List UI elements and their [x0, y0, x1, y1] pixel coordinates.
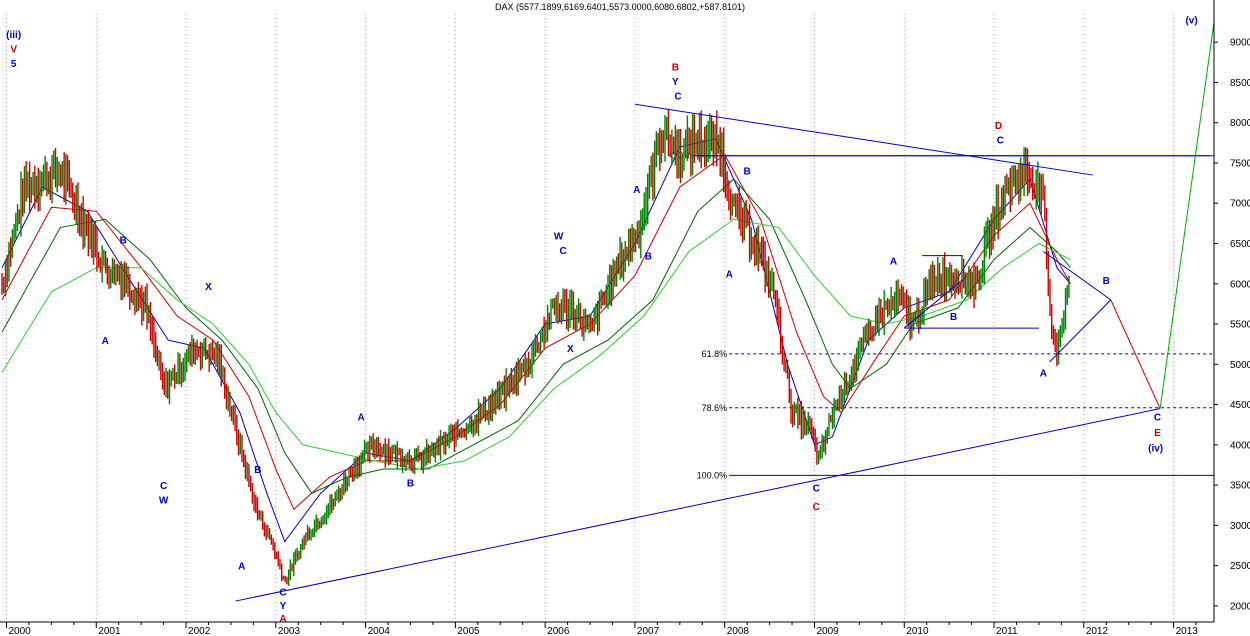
wave-label: E [1154, 428, 1161, 439]
wave-label: B [120, 236, 127, 247]
fib-level-label: 78.6% [702, 403, 728, 413]
x-tick-label: 2005 [457, 626, 480, 636]
wave-label: W [159, 496, 169, 507]
fib-level-label: 100.0% [697, 470, 728, 480]
trendline [1043, 251, 1112, 301]
x-tick-label: 2006 [547, 626, 570, 636]
wave-label: C [279, 587, 286, 598]
y-tick-label: 2500 [1230, 561, 1250, 572]
trendlines [235, 21, 1215, 602]
wave-label: A [102, 336, 109, 347]
wave-label: C [160, 481, 167, 492]
x-tick-label: 2010 [906, 626, 929, 636]
wave-label: Y [672, 77, 679, 88]
moving-average-line [1, 154, 1071, 511]
x-tick-label: 2007 [637, 626, 660, 636]
wave-labels: (iii)V5ABCWXABCYAABWCXABBYCABCCABDCABCE(… [6, 16, 1198, 625]
y-tick-label: 5000 [1230, 360, 1250, 371]
y-tick-label: 5500 [1230, 320, 1250, 331]
trendline [1159, 21, 1215, 409]
trendline [634, 103, 1093, 176]
wave-label: A [238, 562, 245, 573]
wave-label: 5 [11, 59, 17, 70]
y-tick-label: 8000 [1230, 118, 1250, 129]
wave-label: V [10, 45, 17, 56]
y-tick-label: 4000 [1230, 440, 1250, 451]
wave-label: B [1103, 276, 1110, 287]
y-tick-label: 3000 [1230, 521, 1250, 532]
price-bars [1, 108, 1070, 587]
wave-label: C [997, 136, 1004, 147]
wave-label: A [357, 413, 364, 424]
trendline [1110, 299, 1161, 409]
wave-label: A [1040, 368, 1047, 379]
wave-label: A [890, 256, 897, 267]
wave-label: X [567, 344, 574, 355]
y-tick-label: 7500 [1230, 158, 1250, 169]
trendline [1049, 299, 1112, 363]
trendline [903, 279, 963, 329]
wave-label: B [645, 252, 652, 263]
wave-label: B [407, 479, 414, 490]
x-tick-label: 2000 [8, 626, 31, 636]
y-tick-label: 4500 [1230, 400, 1250, 411]
chart-title: DAX (5577.1899,6169.6401,5573.0000,6080.… [495, 2, 745, 12]
y-tick-label: 8500 [1230, 78, 1250, 89]
grid [5, 14, 1175, 622]
wave-label: (iv) [1148, 443, 1163, 454]
wave-label: B [672, 62, 679, 73]
wave-label: A [279, 614, 286, 625]
wave-label: Y [280, 601, 287, 612]
wave-label: W [554, 231, 564, 242]
x-tick-label: 2011 [996, 626, 1018, 636]
wave-label: B [950, 312, 957, 323]
wave-label: C [559, 246, 566, 257]
wave-label: (iii) [6, 30, 21, 41]
x-tick-label: 2008 [727, 626, 750, 636]
y-tick-label: 3500 [1230, 481, 1250, 492]
trendline [235, 408, 1161, 602]
fib-level-label: 61.8% [702, 349, 728, 359]
x-tick-label: 2009 [816, 626, 839, 636]
wave-label: A [633, 185, 640, 196]
y-tick-label: 9000 [1230, 38, 1250, 49]
y-tick-label: 6500 [1230, 239, 1250, 250]
wave-label: B [254, 465, 261, 476]
x-tick-label: 2012 [1086, 626, 1109, 636]
x-tick-label: 2002 [188, 626, 211, 636]
wave-label: (v) [1185, 16, 1197, 27]
y-tick-label: 6000 [1230, 279, 1250, 290]
wave-label: X [205, 282, 212, 293]
moving-average-line [1, 218, 1071, 470]
y-tick-label: 7000 [1230, 199, 1250, 210]
y-tick-label: 2000 [1230, 601, 1250, 612]
wave-label: C [813, 484, 820, 495]
wave-label: C [1154, 413, 1161, 424]
wave-label: C [813, 502, 820, 513]
x-tick-label: 2004 [368, 626, 391, 636]
x-tick-label: 2013 [1176, 626, 1199, 636]
x-tick-label: 2003 [278, 626, 301, 636]
wave-label: C [674, 91, 681, 102]
wave-label: A [726, 269, 733, 280]
wave-label: D [995, 121, 1002, 132]
x-tick-label: 2001 [98, 626, 121, 636]
wave-label: B [744, 166, 751, 177]
